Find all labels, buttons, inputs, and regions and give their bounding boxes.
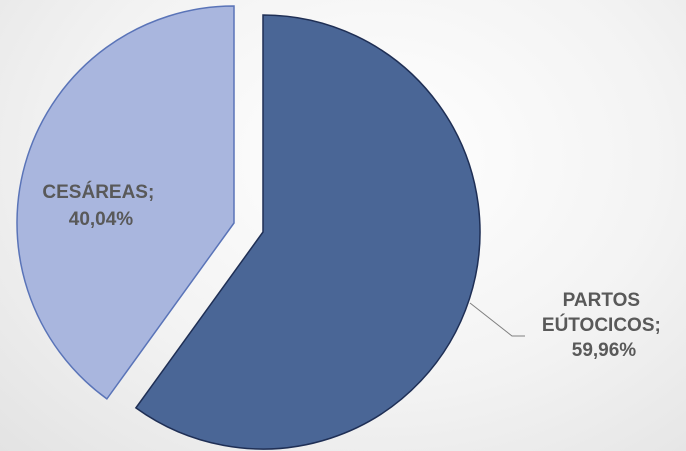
data-label-cesareas-line-2: 40,04% bbox=[69, 209, 134, 230]
data-label-partos-eutocicos-line-2: EÚTOCICOS; bbox=[542, 314, 661, 336]
leader-lines-layer bbox=[469, 302, 525, 337]
data-label-cesareas: CESÁREAS; 40,04% bbox=[42, 181, 159, 230]
pie-slice-partos-eutocicos bbox=[134, 14, 481, 450]
data-label-partos-eutocicos: PARTOS EÚTOCICOS; 59,96% bbox=[542, 290, 666, 361]
data-label-cesareas-line-1: CESÁREAS; bbox=[42, 181, 154, 203]
leader-line-partos-eutocicos bbox=[469, 302, 525, 337]
data-label-partos-eutocicos-line-3: 59,96% bbox=[572, 340, 637, 361]
data-label-partos-eutocicos-line-1: PARTOS bbox=[563, 290, 640, 311]
data-labels-layer: CESÁREAS; 40,04% PARTOS EÚTOCICOS; 59,96… bbox=[42, 181, 666, 361]
slices-layer bbox=[16, 5, 481, 450]
pie-slice-cesareas bbox=[16, 5, 235, 400]
